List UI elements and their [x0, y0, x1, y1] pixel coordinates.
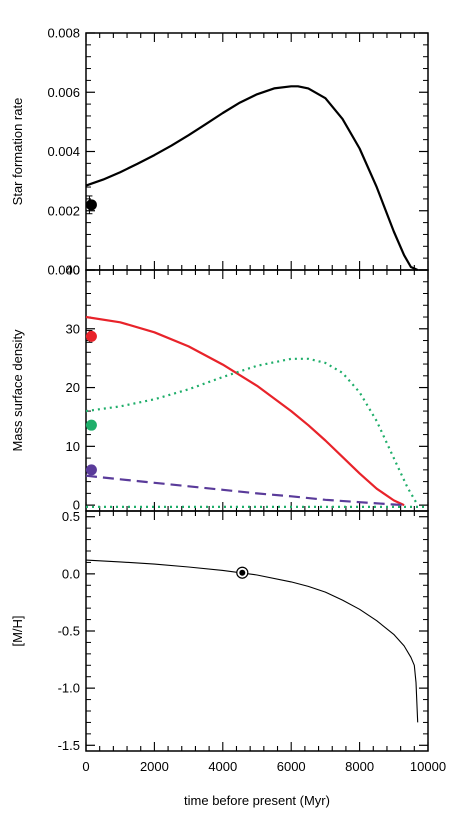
observed-point	[85, 464, 97, 476]
observed-point	[85, 419, 97, 431]
sun-marker-dot	[239, 569, 246, 576]
y-tick-label: 30	[66, 321, 80, 336]
y-tick-label: 10	[66, 439, 80, 454]
series-line	[85, 357, 419, 506]
y-axis-label: [M/H]	[10, 615, 25, 646]
series-line	[85, 559, 419, 723]
x-axis-label: time before present (Myr)	[184, 793, 330, 808]
y-tick-label: -1.0	[58, 681, 80, 696]
y-tick-label: 0.008	[47, 26, 80, 41]
y-tick-label: 0.5	[62, 509, 80, 524]
y-tick-label: 20	[66, 380, 80, 395]
y-tick-label: 0.002	[47, 203, 80, 218]
x-tick-label: 10000	[410, 759, 446, 774]
observed-point	[85, 330, 97, 342]
series-line	[85, 85, 419, 272]
y-axis-label: Star formation rate	[10, 98, 25, 206]
y-axis-label: Mass surface density	[10, 329, 25, 452]
y-tick-label: 0.0	[62, 566, 80, 581]
panel-star-formation-rate: 0.000 0.002 0.004 0.006 0.008 Star formation …	[10, 26, 429, 278]
observed-point	[85, 199, 97, 211]
x-tick-label: 4000	[208, 759, 237, 774]
y-tick-label: 0.006	[47, 85, 80, 100]
y-tick-label: 40	[66, 263, 80, 278]
y-tick-label: 0.004	[47, 144, 80, 159]
x-tick-label: 8000	[345, 759, 374, 774]
x-tick-label: 6000	[277, 759, 306, 774]
panel-mass-surface-density: 0 10 20 30 40 Mass surface density	[10, 263, 429, 513]
series-line	[85, 474, 405, 507]
plot-frame	[85, 32, 429, 271]
y-tick-label: -1.5	[58, 738, 80, 753]
x-tick-label: 2000	[140, 759, 169, 774]
plot-frame	[85, 510, 429, 752]
y-tick-label: 0.000	[47, 263, 80, 278]
y-tick-label: 0	[73, 498, 80, 513]
x-tick-label: 0	[82, 759, 89, 774]
panel-metallicity: -1.5 -1.0 -0.5 0.0 0.5 [M/H] 0 2000 4000 6000 8000…	[10, 509, 446, 774]
series-line	[85, 315, 405, 507]
y-tick-label: -0.5	[58, 624, 80, 639]
plot-frame	[85, 269, 429, 512]
